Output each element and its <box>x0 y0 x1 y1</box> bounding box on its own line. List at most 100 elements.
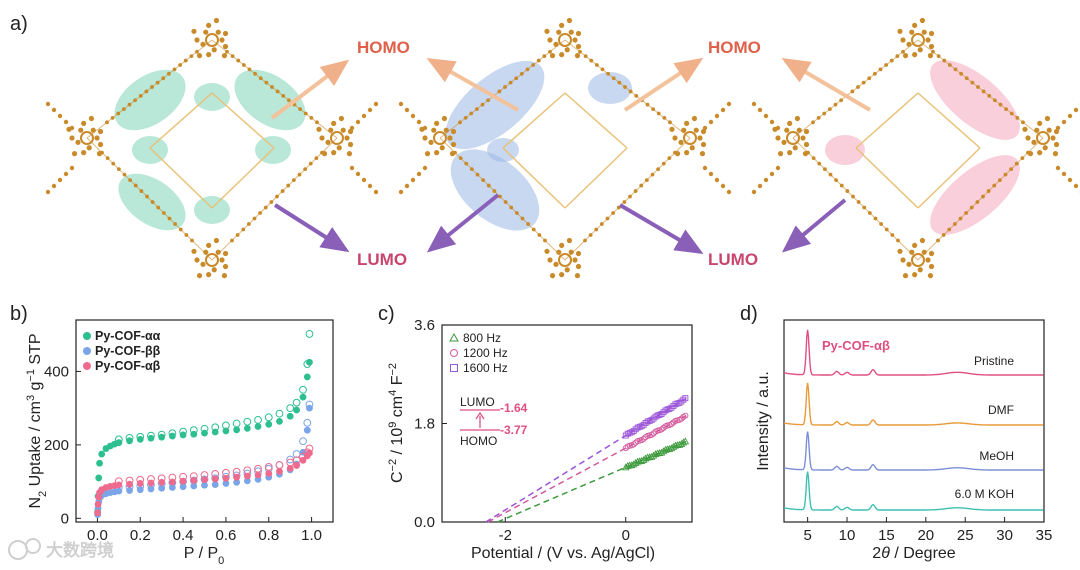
adsorption-point <box>276 417 283 425</box>
arm-atom <box>714 177 720 183</box>
homo-arrow-2-right <box>781 57 872 112</box>
x-tick-label: 0.4 <box>173 527 194 544</box>
adsorption-point <box>303 426 311 434</box>
atom <box>689 145 695 151</box>
arm-atom <box>410 177 416 183</box>
gap-arrow-head <box>475 411 485 420</box>
desorption-point <box>200 424 209 433</box>
desorption-point <box>303 360 312 368</box>
atom <box>194 257 200 263</box>
desorption-point <box>275 409 284 418</box>
desorption-point <box>243 417 252 426</box>
legend-label: 800 Hz <box>463 331 501 345</box>
panel-c-label: c) <box>378 303 395 325</box>
atom <box>572 37 578 43</box>
atom <box>781 139 787 145</box>
panel-a-label: a) <box>10 13 28 35</box>
legend-marker <box>450 364 458 372</box>
atom <box>574 273 581 279</box>
atom <box>211 47 217 53</box>
linker-bond <box>792 137 919 261</box>
x-tick-label: 25 <box>957 527 974 544</box>
aromatic-ring <box>683 131 697 145</box>
atom <box>81 120 87 126</box>
orbital-highlight <box>588 72 632 104</box>
adsorption-point <box>233 426 241 434</box>
adsorption-point <box>233 473 241 481</box>
inset-homo-value: -3.77 <box>500 423 528 437</box>
aromatic-ring <box>1036 131 1050 145</box>
inner-bond <box>211 147 275 209</box>
atom <box>897 248 903 254</box>
desorption-point <box>286 404 295 413</box>
arm-atom <box>720 107 726 113</box>
atom <box>222 30 229 37</box>
arm-atom <box>63 119 69 125</box>
data-point <box>623 461 632 469</box>
lumo-arrow-2-right <box>781 198 847 253</box>
arm-atom <box>1067 177 1073 183</box>
cof-structure-1 <box>45 17 379 279</box>
arm-atom <box>69 165 75 171</box>
atom <box>568 29 574 35</box>
inner-bond <box>564 92 628 149</box>
atom <box>447 135 453 141</box>
atom <box>559 272 565 278</box>
adsorption-point <box>201 481 208 489</box>
atom <box>316 126 322 132</box>
arm-atom <box>1067 113 1073 119</box>
atom <box>1052 151 1059 157</box>
arm-atom <box>775 125 781 131</box>
atom <box>441 115 448 122</box>
data-point <box>661 445 670 453</box>
desorption-point <box>147 475 155 483</box>
desorption-point <box>125 476 134 485</box>
sample-label: DMF <box>988 403 1014 417</box>
atom <box>549 273 556 279</box>
inset-lumo-label: LUMO <box>460 395 495 409</box>
atom <box>553 261 559 267</box>
data-point <box>644 418 651 425</box>
linker-bond <box>917 137 1044 261</box>
adsorption-point <box>254 423 262 430</box>
atom <box>912 272 918 278</box>
atom <box>203 249 209 255</box>
legend-label: Py-COF-αα <box>95 329 161 343</box>
desorption-point <box>211 423 220 432</box>
chart-c-xlabel: Potential / (V vs. Ag/AgCl) <box>471 545 655 562</box>
sample-label: MeOH <box>979 449 1014 463</box>
atom <box>222 250 229 257</box>
atom <box>422 135 428 141</box>
chart-b-ylabel: N2 Uptake / cm3 g−1 STP <box>25 333 49 508</box>
atom <box>69 135 75 141</box>
desorption-point <box>168 429 177 438</box>
data-point <box>680 396 687 403</box>
cof-structure-3 <box>751 17 1080 279</box>
atom <box>575 43 582 50</box>
adsorption-point <box>190 430 198 438</box>
atom <box>191 28 197 34</box>
lumo-arrow-1-left <box>273 203 350 253</box>
x-tick-label: 5 <box>803 527 811 544</box>
arm-atom <box>398 189 404 195</box>
atom <box>787 120 793 126</box>
adsorption-point <box>306 358 313 366</box>
atom <box>693 127 699 133</box>
arm-atom <box>51 107 57 113</box>
atom <box>450 141 457 148</box>
atom <box>544 28 550 34</box>
atom <box>672 135 678 141</box>
atom <box>575 250 582 257</box>
inner-bond <box>211 92 275 149</box>
atom <box>897 28 903 34</box>
atom <box>196 53 203 59</box>
desorption-point <box>303 418 312 427</box>
atom <box>909 29 915 35</box>
atom <box>928 30 935 37</box>
atom <box>97 128 104 135</box>
adsorption-point <box>243 472 251 480</box>
atom <box>919 237 926 244</box>
inner-bond <box>502 92 566 149</box>
atom <box>574 53 581 59</box>
